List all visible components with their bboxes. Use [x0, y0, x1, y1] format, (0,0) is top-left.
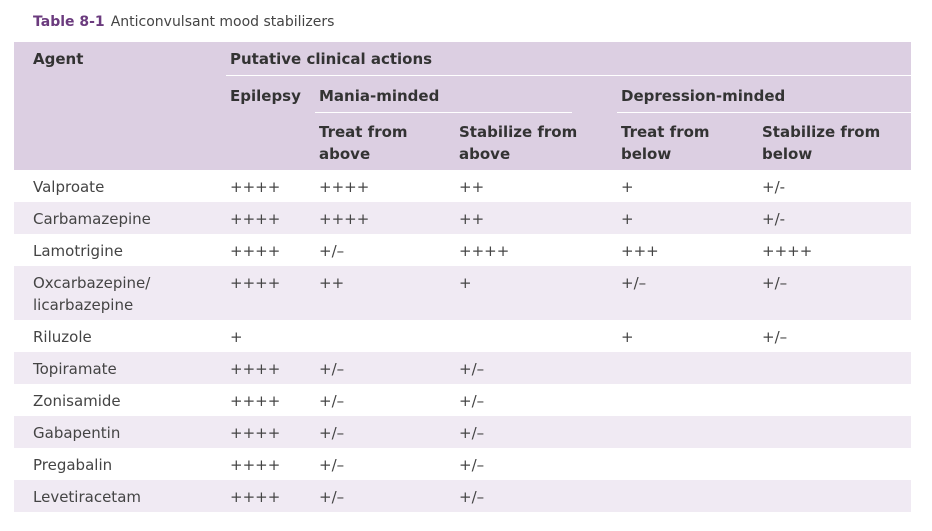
header-treat-below-line1: Treat from: [621, 123, 710, 141]
header-stabilize-from-below: Stabilize from below: [762, 121, 880, 165]
mania-treat-value: ++: [319, 274, 345, 292]
epilepsy-value: ++++: [230, 360, 281, 378]
header-depression-minded: Depression-minded: [621, 87, 786, 105]
table-row: Zonisamide ++++ +/– +/–: [14, 384, 911, 416]
agent-name: Zonisamide: [33, 392, 121, 410]
table-row: Topiramate ++++ +/– +/–: [14, 352, 911, 384]
mania-treat-value: +/–: [319, 456, 345, 474]
agent-name: Carbamazepine: [33, 210, 151, 228]
depression-treat-value: +++: [621, 242, 659, 260]
header-putative-actions: Putative clinical actions: [230, 50, 433, 68]
header-epilepsy: Epilepsy: [230, 87, 301, 105]
agent-name: Lamotrigine: [33, 242, 123, 260]
table-row: Pregabalin ++++ +/– +/–: [14, 448, 911, 480]
epilepsy-value: ++++: [230, 274, 281, 292]
table-row: Valproate ++++ ++++ ++ + +/-: [14, 170, 911, 202]
header-stab-below-line1: Stabilize from: [762, 123, 881, 141]
agent-name: Pregabalin: [33, 456, 113, 474]
mania-stabilize-value: ++: [459, 210, 485, 228]
table-header: Agent Putative clinical actions Epilepsy…: [14, 42, 911, 170]
depression-treat-value: +: [621, 328, 634, 346]
header-treat-above-line1: Treat from: [319, 123, 408, 141]
mania-stabilize-value: +/–: [459, 424, 485, 442]
depression-stabilize-value: ++++: [762, 242, 813, 260]
mania-stabilize-value: +: [459, 274, 472, 292]
agent-name: Oxcarbazepine/ licarbazepine: [33, 274, 151, 314]
mania-treat-value: ++++: [319, 210, 370, 228]
agent-name: Topiramate: [33, 360, 117, 378]
mania-treat-value: +/–: [319, 242, 345, 260]
depression-treat-value: +: [621, 178, 634, 196]
mania-divider: [315, 112, 572, 113]
mania-stabilize-value: ++: [459, 178, 485, 196]
agent-name: Valproate: [33, 178, 105, 196]
header-agent: Agent: [33, 50, 84, 68]
epilepsy-value: +: [230, 328, 243, 346]
mania-stabilize-value: +/–: [459, 360, 485, 378]
table-row: Riluzole + + +/–: [14, 320, 911, 352]
table-caption: Table 8-1 Anticonvulsant mood stabilizers: [33, 13, 334, 31]
table-title: Anticonvulsant mood stabilizers: [110, 14, 335, 30]
mania-stabilize-value: ++++: [459, 242, 510, 260]
table-row: Gabapentin ++++ +/– +/–: [14, 416, 911, 448]
mania-treat-value: ++++: [319, 178, 370, 196]
depression-divider: [617, 112, 911, 113]
table-row: Oxcarbazepine/ licarbazepine ++++ ++ + +…: [14, 266, 911, 320]
epilepsy-value: ++++: [230, 210, 281, 228]
depression-stabilize-value: +/-: [762, 178, 786, 196]
epilepsy-value: ++++: [230, 456, 281, 474]
epilepsy-value: ++++: [230, 488, 281, 506]
table-row: Lamotrigine ++++ +/– ++++ +++ ++++: [14, 234, 911, 266]
epilepsy-value: ++++: [230, 424, 281, 442]
depression-stabilize-value: +/–: [762, 328, 788, 346]
mania-treat-value: +/–: [319, 424, 345, 442]
depression-stabilize-value: +/–: [762, 274, 788, 292]
agent-name: Levetiracetam: [33, 488, 141, 506]
epilepsy-value: ++++: [230, 242, 281, 260]
mood-stabilizer-table: Agent Putative clinical actions Epilepsy…: [14, 42, 911, 512]
header-treat-from-above: Treat from above: [319, 121, 408, 165]
header-treat-above-line2: above: [319, 145, 371, 163]
mania-stabilize-value: +/–: [459, 488, 485, 506]
depression-stabilize-value: +/-: [762, 210, 786, 228]
mania-stabilize-value: +/–: [459, 392, 485, 410]
mania-stabilize-value: +/–: [459, 456, 485, 474]
header-stab-above-line2: above: [459, 145, 511, 163]
epilepsy-value: ++++: [230, 178, 281, 196]
header-treat-from-below: Treat from below: [621, 121, 710, 165]
depression-treat-value: +/–: [621, 274, 647, 292]
mania-treat-value: +/–: [319, 488, 345, 506]
header-treat-below-line2: below: [621, 145, 672, 163]
header-mania-minded: Mania-minded: [319, 87, 440, 105]
depression-treat-value: +: [621, 210, 634, 228]
header-stabilize-from-above: Stabilize from above: [459, 121, 577, 165]
header-stab-below-line2: below: [762, 145, 813, 163]
header-stab-above-line1: Stabilize from: [459, 123, 578, 141]
agent-name: Riluzole: [33, 328, 92, 346]
table-row: Levetiracetam ++++ +/– +/–: [14, 480, 911, 512]
mania-treat-value: +/–: [319, 360, 345, 378]
mania-treat-value: +/–: [319, 392, 345, 410]
header-divider: [226, 75, 911, 76]
epilepsy-value: ++++: [230, 392, 281, 410]
table-row: Carbamazepine ++++ ++++ ++ + +/-: [14, 202, 911, 234]
table-number: Table 8-1: [33, 14, 105, 30]
agent-name: Gabapentin: [33, 424, 121, 442]
